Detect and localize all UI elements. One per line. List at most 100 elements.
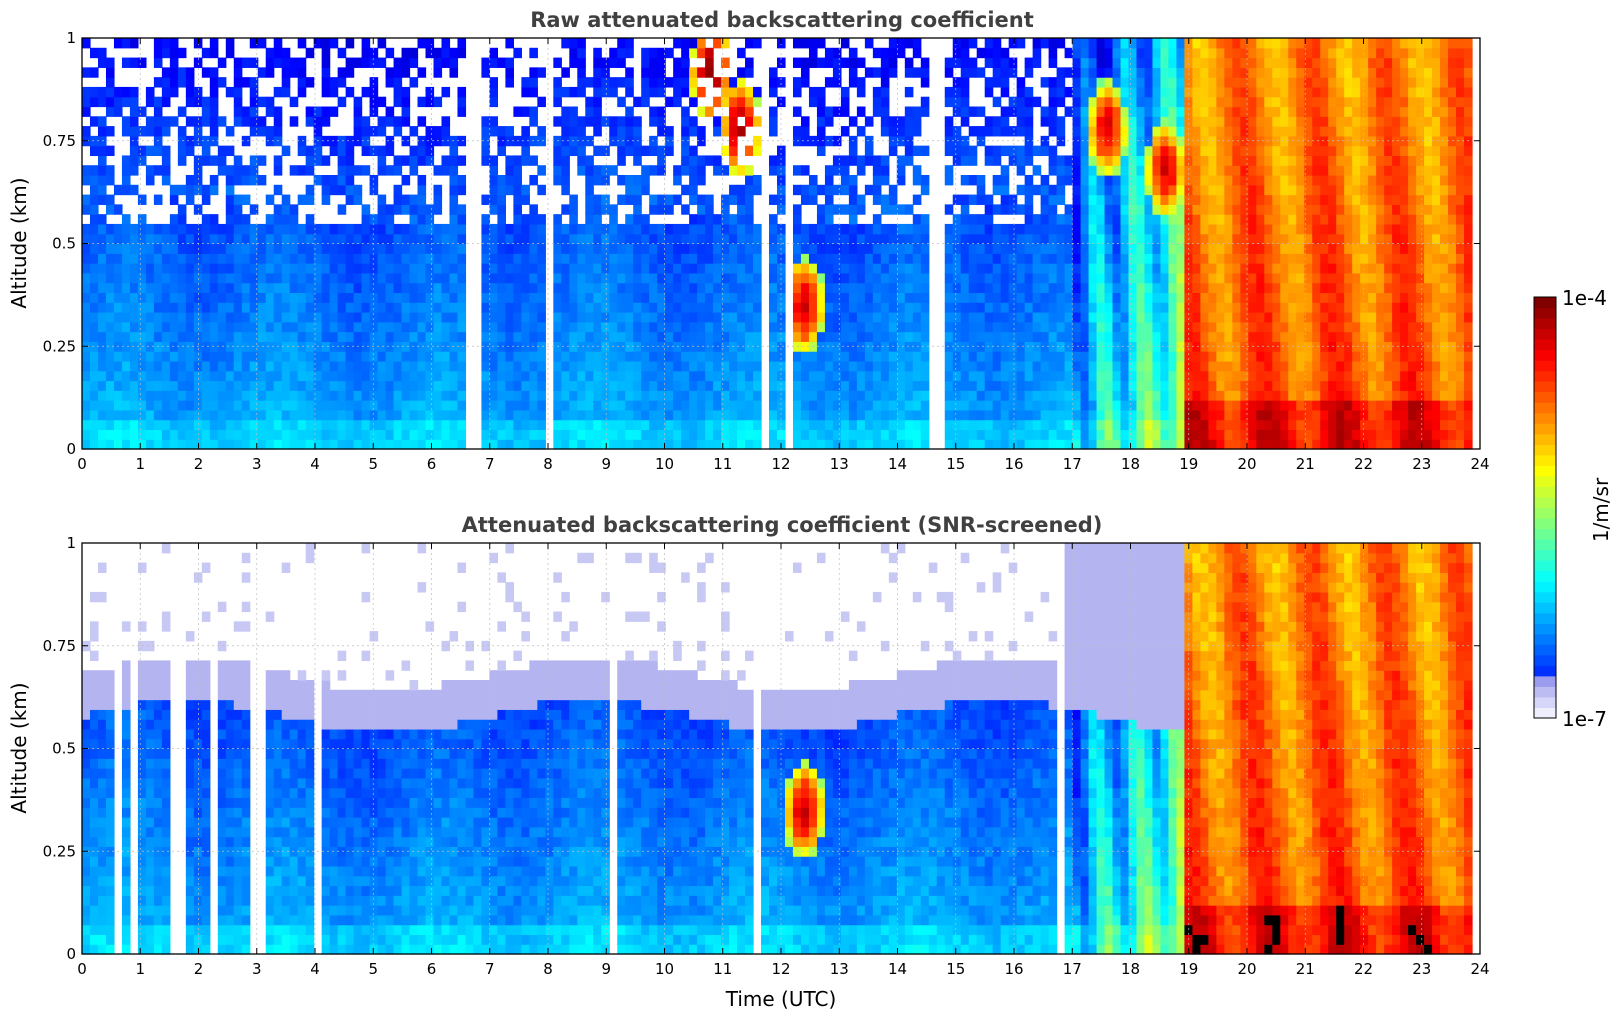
heatmap-cell (161, 47, 171, 59)
heatmap-cell (872, 370, 882, 382)
heatmap-cell (233, 321, 243, 333)
heatmap-cell (137, 253, 147, 264)
heatmap-cell (593, 282, 602, 294)
heatmap-cell (537, 429, 546, 440)
heatmap-cell (369, 126, 379, 137)
heatmap-cell (265, 409, 275, 421)
heatmap-cell (808, 38, 818, 49)
heatmap-cell (1160, 155, 1170, 166)
heatmap-cell (481, 321, 491, 333)
heatmap-cell (305, 409, 315, 421)
heatmap-cell (377, 341, 387, 352)
heatmap-cell (1096, 184, 1106, 196)
heatmap-cell (649, 194, 658, 205)
heatmap-cell (904, 116, 914, 127)
heatmap-cell (649, 272, 658, 284)
heatmap-cell (1232, 341, 1241, 352)
heatmap-cell (585, 116, 594, 127)
heatmap-cell (1176, 439, 1186, 450)
heatmap-cell (896, 116, 906, 127)
heatmap-cell (321, 312, 331, 323)
heatmap-cell (281, 194, 291, 205)
heatmap-cell (577, 116, 586, 127)
heatmap-cell (1240, 253, 1249, 264)
heatmap-cell (872, 312, 882, 323)
heatmap-cell (649, 47, 658, 59)
heatmap-cell (281, 233, 291, 245)
heatmap-cell (625, 341, 634, 352)
heatmap-cell (657, 77, 666, 88)
heatmap-cell (1216, 96, 1225, 108)
heatmap-cell (497, 223, 506, 235)
heatmap-cell (97, 243, 107, 254)
heatmap-cell (1136, 47, 1146, 59)
heatmap-cell (968, 360, 978, 372)
heatmap-cell (848, 409, 858, 421)
heatmap-cell (241, 233, 251, 245)
heatmap-cell (377, 351, 387, 362)
heatmap-cell (433, 390, 443, 401)
heatmap-cell (1224, 145, 1233, 157)
heatmap-cell (976, 390, 986, 401)
heatmap-cell (137, 57, 147, 68)
heatmap-cell (1112, 302, 1122, 313)
heatmap-cell (896, 380, 906, 391)
heatmap-cell (1120, 360, 1130, 372)
heatmap-cell (89, 272, 99, 284)
heatmap-cell (553, 400, 562, 411)
heatmap-cell (1072, 360, 1082, 372)
heatmap-cell (569, 263, 578, 274)
heatmap-cell (920, 272, 930, 284)
heatmap-cell (1008, 312, 1018, 323)
heatmap-cell (888, 38, 898, 49)
heatmap-cell (984, 282, 994, 294)
heatmap-cell (689, 400, 698, 411)
heatmap-cell (1248, 194, 1257, 205)
heatmap-cell (697, 351, 706, 362)
heatmap-cell (1216, 67, 1225, 78)
heatmap-cell (249, 409, 259, 421)
heatmap-cell (169, 223, 179, 235)
heatmap-cell (729, 439, 738, 450)
heatmap-cell (1200, 321, 1209, 333)
heatmap-cell (225, 439, 235, 450)
heatmap-cell (329, 282, 339, 294)
heatmap-cell (305, 184, 315, 196)
heatmap-cell (1168, 282, 1178, 294)
heatmap-cell (313, 292, 323, 303)
heatmap-cell (82, 419, 91, 431)
heatmap-cell (657, 194, 666, 205)
heatmap-cell (1064, 86, 1074, 98)
heatmap-cell (984, 194, 994, 205)
heatmap-cell (976, 282, 986, 294)
heatmap-cell (97, 429, 107, 440)
heatmap-cell (864, 155, 874, 166)
heatmap-cell (1184, 96, 1194, 108)
heatmap-cell (1040, 419, 1050, 431)
heatmap-cell (233, 243, 243, 254)
heatmap-cell (856, 429, 866, 440)
heatmap-cell (1096, 380, 1106, 391)
heatmap-cell (904, 155, 914, 166)
heatmap-cell (1136, 292, 1146, 303)
heatmap-cell (289, 312, 299, 323)
heatmap-cell (1192, 47, 1201, 59)
heatmap-cell (1040, 253, 1050, 264)
heatmap-cell (792, 409, 802, 421)
heatmap-cell (824, 302, 834, 313)
heatmap-cell (521, 106, 530, 117)
heatmap-cell (1024, 106, 1034, 117)
heatmap-cell (225, 292, 235, 303)
heatmap-cell (249, 429, 259, 440)
heatmap-cell (577, 360, 586, 372)
heatmap-cell (1104, 47, 1114, 59)
heatmap-cell (649, 409, 658, 421)
heatmap-cell (377, 419, 387, 431)
heatmap-cell (681, 351, 690, 362)
heatmap-cell (1232, 439, 1241, 450)
heatmap-cell (1208, 116, 1217, 127)
heatmap-cell (824, 409, 834, 421)
heatmap-cell (185, 233, 195, 245)
heatmap-cell (1088, 282, 1098, 294)
heatmap-cell (305, 77, 315, 88)
